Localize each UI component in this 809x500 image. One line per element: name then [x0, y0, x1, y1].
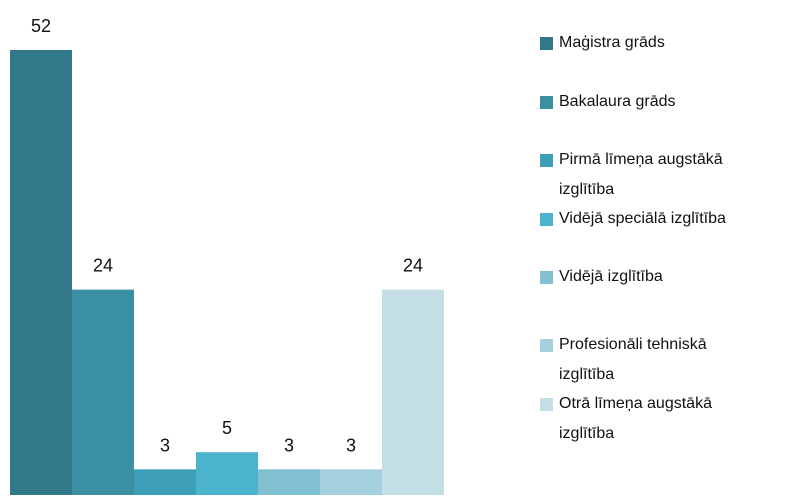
bar: [382, 289, 444, 495]
legend-label: Vidējā izglītība: [559, 268, 663, 285]
value-label: 24: [93, 256, 113, 276]
value-label: 3: [284, 435, 294, 455]
legend-label: Bakalaura grāds: [559, 93, 676, 110]
legend-item: Otrā līmeņa augstākā izglītība: [540, 389, 765, 449]
value-label: 24: [403, 256, 423, 276]
legend-item: Profesionāli tehniskā izglītība: [540, 330, 765, 390]
value-label: 3: [346, 435, 356, 455]
legend-item: Vidējā izglītība: [540, 262, 765, 292]
legend-swatch: [540, 339, 553, 352]
value-label: 5: [222, 418, 232, 438]
bar: [196, 452, 258, 495]
legend-item: Maģistra grāds: [540, 28, 765, 58]
legend-swatch: [540, 213, 553, 226]
legend-label: Maģistra grāds: [559, 34, 665, 51]
legend-swatch: [540, 398, 553, 411]
bar: [10, 50, 72, 495]
value-label: 52: [31, 16, 51, 36]
legend-swatch: [540, 154, 553, 167]
value-label: 3: [160, 435, 170, 455]
bar: [258, 469, 320, 495]
bar: [72, 289, 134, 495]
legend-label: Vidējā speciālā izglītība: [559, 210, 726, 227]
bar: [134, 469, 196, 495]
legend-label: Otrā līmeņa augstākā izglītība: [559, 395, 712, 442]
legend-swatch: [540, 271, 553, 284]
plot: 52 24 3 5 3 3 24: [10, 16, 444, 495]
legend-item: Vidējā speciālā izglītība: [540, 204, 765, 234]
bar: [320, 469, 382, 495]
legend-label: Profesionāli tehniskā izglītība: [559, 336, 707, 383]
legend-swatch: [540, 37, 553, 50]
legend-swatch: [540, 96, 553, 109]
legend-item: Pirmā līmeņa augstākā izglītība: [540, 145, 765, 205]
legend-label: Pirmā līmeņa augstākā izglītība: [559, 151, 723, 198]
legend-item: Bakalaura grāds: [540, 87, 765, 117]
